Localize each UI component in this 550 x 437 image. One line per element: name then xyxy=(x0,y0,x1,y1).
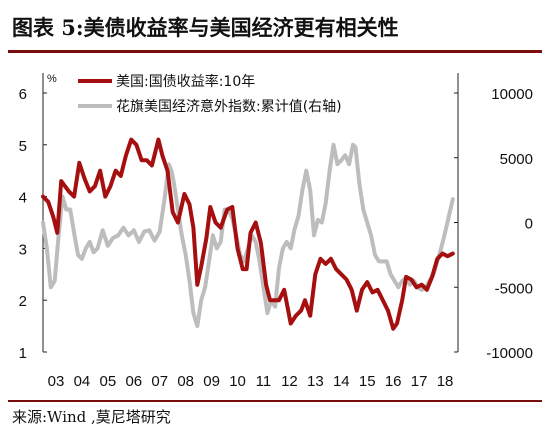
right-tick-label: 10000 xyxy=(491,86,533,103)
left-tick-label: 4 xyxy=(19,190,27,207)
x-tick-label: 07 xyxy=(151,373,168,390)
left-tick-label: 1 xyxy=(19,345,27,362)
x-tick-label: 14 xyxy=(333,373,350,390)
right-tick-label: 5000 xyxy=(500,151,533,168)
right-tick-label: -10000 xyxy=(486,345,533,362)
chart-title: 图表 5:美债收益率与美国经济更有相关性 xyxy=(12,15,399,40)
x-axis-ticks: 03 04 05 06 07 08 09 10 11 12 13 14 15 16 17 18 xyxy=(48,373,454,390)
legend-label-surprise: 花旗美国经济意外指数:累计值(右轴) xyxy=(116,98,342,115)
left-tick-label: 6 xyxy=(19,86,27,103)
x-tick-label: 08 xyxy=(177,373,194,390)
left-tick-label: 5 xyxy=(19,138,27,155)
x-tick-label: 18 xyxy=(437,373,454,390)
right-axis-ticks: -10000 -5000 0 5000 10000 xyxy=(454,86,533,362)
x-tick-label: 04 xyxy=(74,373,91,390)
x-tick-label: 10 xyxy=(229,373,246,390)
series-line-yield xyxy=(41,137,455,331)
source-rule xyxy=(8,400,542,402)
x-tick-label: 13 xyxy=(307,373,324,390)
x-tick-label: 17 xyxy=(411,373,428,390)
left-axis-ticks: 1 2 3 4 5 6 xyxy=(19,86,47,362)
source-note: 来源:Wind ,莫尼塔研究 xyxy=(12,408,171,426)
series-layer xyxy=(41,137,455,331)
x-tick-label: 09 xyxy=(203,373,220,390)
x-tick-label: 12 xyxy=(281,373,298,390)
series-line-surprise xyxy=(41,142,455,329)
x-tick-label: 05 xyxy=(100,373,117,390)
x-tick-label: 06 xyxy=(125,373,142,390)
axes xyxy=(42,73,459,352)
left-tick-label: 2 xyxy=(19,293,27,310)
right-tick-label: 0 xyxy=(525,216,533,233)
x-tick-label: 11 xyxy=(256,373,272,390)
x-tick-label: 15 xyxy=(359,373,376,390)
legend: 美国:国债收益率:10年 花旗美国经济意外指数:累计值(右轴) xyxy=(78,73,342,115)
left-axis-unit: % xyxy=(47,73,57,85)
x-tick-label: 03 xyxy=(48,373,65,390)
x-tick-label: 16 xyxy=(385,373,402,390)
legend-label-yield: 美国:国债收益率:10年 xyxy=(116,73,255,90)
right-tick-label: -5000 xyxy=(495,280,533,297)
title-rule xyxy=(8,50,542,53)
left-tick-label: 3 xyxy=(19,241,27,258)
